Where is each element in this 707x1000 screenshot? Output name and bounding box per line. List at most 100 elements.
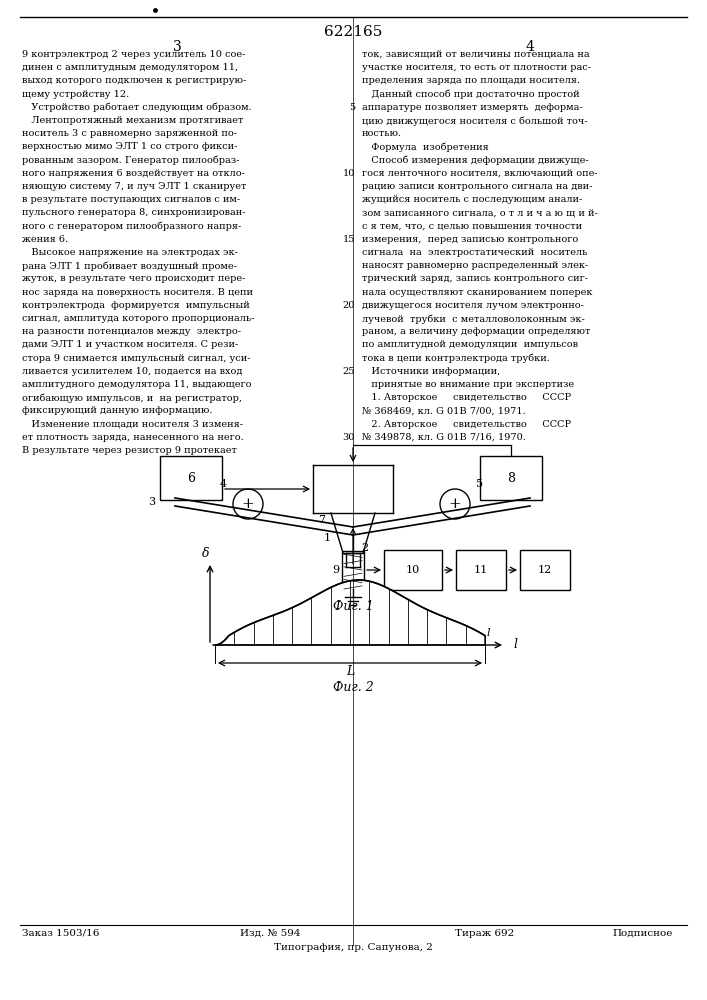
Text: контрэлектрода  формируется  импульсный: контрэлектрода формируется импульсный xyxy=(22,301,250,310)
Text: Изд. № 594: Изд. № 594 xyxy=(240,929,300,938)
Text: принятые во внимание при экспертизе: принятые во внимание при экспертизе xyxy=(362,380,574,389)
Text: 3: 3 xyxy=(148,497,155,507)
Text: 8: 8 xyxy=(507,472,515,485)
Bar xyxy=(384,550,442,590)
Text: 20: 20 xyxy=(343,301,355,310)
Text: по амплитудной демодуляции  импульсов: по амплитудной демодуляции импульсов xyxy=(362,340,578,349)
Bar xyxy=(520,550,570,590)
Text: Высокое напряжение на электродах эк-: Высокое напряжение на электродах эк- xyxy=(22,248,238,257)
Text: пределения заряда по площади носителя.: пределения заряда по площади носителя. xyxy=(362,76,580,85)
Text: 30: 30 xyxy=(343,433,355,442)
Text: ного напряжения 6 воздействует на откло-: ного напряжения 6 воздействует на откло- xyxy=(22,169,245,178)
Text: жуток, в результате чего происходит пере-: жуток, в результате чего происходит пере… xyxy=(22,274,245,283)
Text: ностью.: ностью. xyxy=(362,129,402,138)
Text: на разности потенциалов между  электро-: на разности потенциалов между электро- xyxy=(22,327,241,336)
Text: измерения,  перед записью контрольного: измерения, перед записью контрольного xyxy=(362,235,578,244)
Text: нос заряда на поверхность носителя. В цепи: нос заряда на поверхность носителя. В це… xyxy=(22,288,253,297)
Text: 1: 1 xyxy=(324,533,331,543)
Text: цию движущегося носителя с большой точ-: цию движущегося носителя с большой точ- xyxy=(362,116,588,125)
Text: рацию записи контрольного сигнала на дви-: рацию записи контрольного сигнала на дви… xyxy=(362,182,592,191)
Text: 25: 25 xyxy=(343,367,355,376)
Bar xyxy=(456,550,506,590)
Text: 622165: 622165 xyxy=(324,25,382,39)
Text: δ: δ xyxy=(202,547,210,560)
Polygon shape xyxy=(215,580,485,645)
Text: +: + xyxy=(242,497,255,511)
Text: 10: 10 xyxy=(343,169,355,178)
Text: стора 9 снимается импульсный сигнал, уси-: стора 9 снимается импульсный сигнал, уси… xyxy=(22,354,250,363)
Bar xyxy=(160,456,222,500)
Text: раном, а величину деформации определяют: раном, а величину деформации определяют xyxy=(362,327,590,336)
Text: 3: 3 xyxy=(173,40,182,54)
Text: Типография, пр. Сапунова, 2: Типография, пр. Сапунова, 2 xyxy=(274,943,433,952)
Text: амплитудного демодулятора 11, выдающего: амплитудного демодулятора 11, выдающего xyxy=(22,380,252,389)
Text: ток, зависящий от величины потенциала на: ток, зависящий от величины потенциала на xyxy=(362,50,590,59)
Text: Данный способ при достаточно простой: Данный способ при достаточно простой xyxy=(362,90,580,99)
Text: ливается усилителем 10, подается на вход: ливается усилителем 10, подается на вход xyxy=(22,367,243,376)
Text: аппаратуре позволяет измерять  деформа-: аппаратуре позволяет измерять деформа- xyxy=(362,103,583,112)
Text: Подписное: Подписное xyxy=(612,929,672,938)
Text: зом записанного сигнала, о т л и ч а ю щ и й-: зом записанного сигнала, о т л и ч а ю щ… xyxy=(362,208,597,217)
Text: динен с амплитудным демодулятором 11,: динен с амплитудным демодулятором 11, xyxy=(22,63,238,72)
Text: фиксирующий данную информацию.: фиксирующий данную информацию. xyxy=(22,406,213,415)
Text: Изменение площади носителя 3 изменя-: Изменение площади носителя 3 изменя- xyxy=(22,420,243,429)
Text: 9: 9 xyxy=(332,565,339,575)
Text: жущийся носитель с последующим анали-: жущийся носитель с последующим анали- xyxy=(362,195,583,204)
Text: 2: 2 xyxy=(361,543,368,553)
Text: Заказ 1503/16: Заказ 1503/16 xyxy=(22,929,100,938)
Text: ного с генератором пилообразного напря-: ного с генератором пилообразного напря- xyxy=(22,222,241,231)
Text: L: L xyxy=(346,665,354,678)
Text: рана ЭЛТ 1 пробивает воздушный проме-: рана ЭЛТ 1 пробивает воздушный проме- xyxy=(22,261,237,271)
Text: +: + xyxy=(449,497,462,511)
Text: № 349878, кл. G 01B 7/16, 1970.: № 349878, кл. G 01B 7/16, 1970. xyxy=(362,433,526,442)
Text: 5: 5 xyxy=(477,479,484,489)
Text: жения 6.: жения 6. xyxy=(22,235,68,244)
Text: Устройство работает следующим образом.: Устройство работает следующим образом. xyxy=(22,103,252,112)
Text: Лентопротяжный механизм протягивает: Лентопротяжный механизм протягивает xyxy=(22,116,243,125)
Text: нала осуществляют сканированием поперек: нала осуществляют сканированием поперек xyxy=(362,288,592,297)
Text: Способ измерения деформации движуще-: Способ измерения деформации движуще- xyxy=(362,156,589,165)
Text: лучевой  трубки  с металловолоконным эк-: лучевой трубки с металловолоконным эк- xyxy=(362,314,585,324)
Text: носитель 3 с равномерно заряженной по-: носитель 3 с равномерно заряженной по- xyxy=(22,129,237,138)
Text: наносят равномерно распределенный элек-: наносят равномерно распределенный элек- xyxy=(362,261,588,270)
Text: № 368469, кл. G 01B 7/00, 1971.: № 368469, кл. G 01B 7/00, 1971. xyxy=(362,406,526,415)
Bar xyxy=(342,551,364,589)
Text: Источники информации,: Источники информации, xyxy=(362,367,501,376)
Text: выход которого подключен к регистрирую-: выход которого подключен к регистрирую- xyxy=(22,76,246,85)
Text: няющую систему 7, и луч ЭЛТ 1 сканирует: няющую систему 7, и луч ЭЛТ 1 сканирует xyxy=(22,182,246,191)
Text: 4: 4 xyxy=(219,479,226,489)
Text: гося ленточного носителя, включающий опе-: гося ленточного носителя, включающий опе… xyxy=(362,169,597,178)
Text: 15: 15 xyxy=(343,235,355,244)
Text: сигнал, амплитуда которого пропорциональ-: сигнал, амплитуда которого пропорциональ… xyxy=(22,314,255,323)
Text: движущегося носителя лучом электронно-: движущегося носителя лучом электронно- xyxy=(362,301,584,310)
Text: дами ЭЛТ 1 и участком носителя. С рези-: дами ЭЛТ 1 и участком носителя. С рези- xyxy=(22,340,238,349)
Text: 1. Авторское     свидетельство     СССР: 1. Авторское свидетельство СССР xyxy=(362,393,571,402)
Text: 9 контрэлектрод 2 через усилитель 10 сое-: 9 контрэлектрод 2 через усилитель 10 сое… xyxy=(22,50,245,59)
Text: в результате поступающих сигналов с им-: в результате поступающих сигналов с им- xyxy=(22,195,240,204)
Text: 2. Авторское     свидетельство     СССР: 2. Авторское свидетельство СССР xyxy=(362,420,571,429)
Text: l: l xyxy=(487,628,491,638)
Text: 5: 5 xyxy=(349,103,355,112)
Text: В результате через резистор 9 протекает: В результате через резистор 9 протекает xyxy=(22,446,237,455)
Text: пульсного генератора 8, синхронизирован-: пульсного генератора 8, синхронизирован- xyxy=(22,208,245,217)
Text: сигнала  на  электростатический  носитель: сигнала на электростатический носитель xyxy=(362,248,588,257)
Text: рованным зазором. Генератор пилообраз-: рованным зазором. Генератор пилообраз- xyxy=(22,156,240,165)
Text: Тираж 692: Тираж 692 xyxy=(455,929,514,938)
Text: с я тем, что, с целью повышения точности: с я тем, что, с целью повышения точности xyxy=(362,222,582,231)
Bar xyxy=(480,456,542,500)
Text: Формула  изобретения: Формула изобретения xyxy=(362,142,489,152)
Text: щему устройству 12.: щему устройству 12. xyxy=(22,90,129,99)
Text: ет плотность заряда, нанесенного на него.: ет плотность заряда, нанесенного на него… xyxy=(22,433,244,442)
Text: 10: 10 xyxy=(406,565,420,575)
Text: верхностью мимо ЭЛТ 1 со строго фикси-: верхностью мимо ЭЛТ 1 со строго фикси- xyxy=(22,142,238,151)
Text: трический заряд, запись контрольного сиг-: трический заряд, запись контрольного сиг… xyxy=(362,274,588,283)
Text: 12: 12 xyxy=(538,565,552,575)
Text: 6: 6 xyxy=(187,472,195,485)
Text: Фиг. 2: Фиг. 2 xyxy=(332,681,373,694)
Text: 7: 7 xyxy=(318,515,325,525)
Text: l: l xyxy=(513,639,517,652)
Text: огибающую импульсов, и  на регистратор,: огибающую импульсов, и на регистратор, xyxy=(22,393,242,403)
Text: 4: 4 xyxy=(525,40,534,54)
Text: тока в цепи контрэлектрода трубки.: тока в цепи контрэлектрода трубки. xyxy=(362,354,550,363)
Text: Фиг. 1: Фиг. 1 xyxy=(332,600,373,613)
